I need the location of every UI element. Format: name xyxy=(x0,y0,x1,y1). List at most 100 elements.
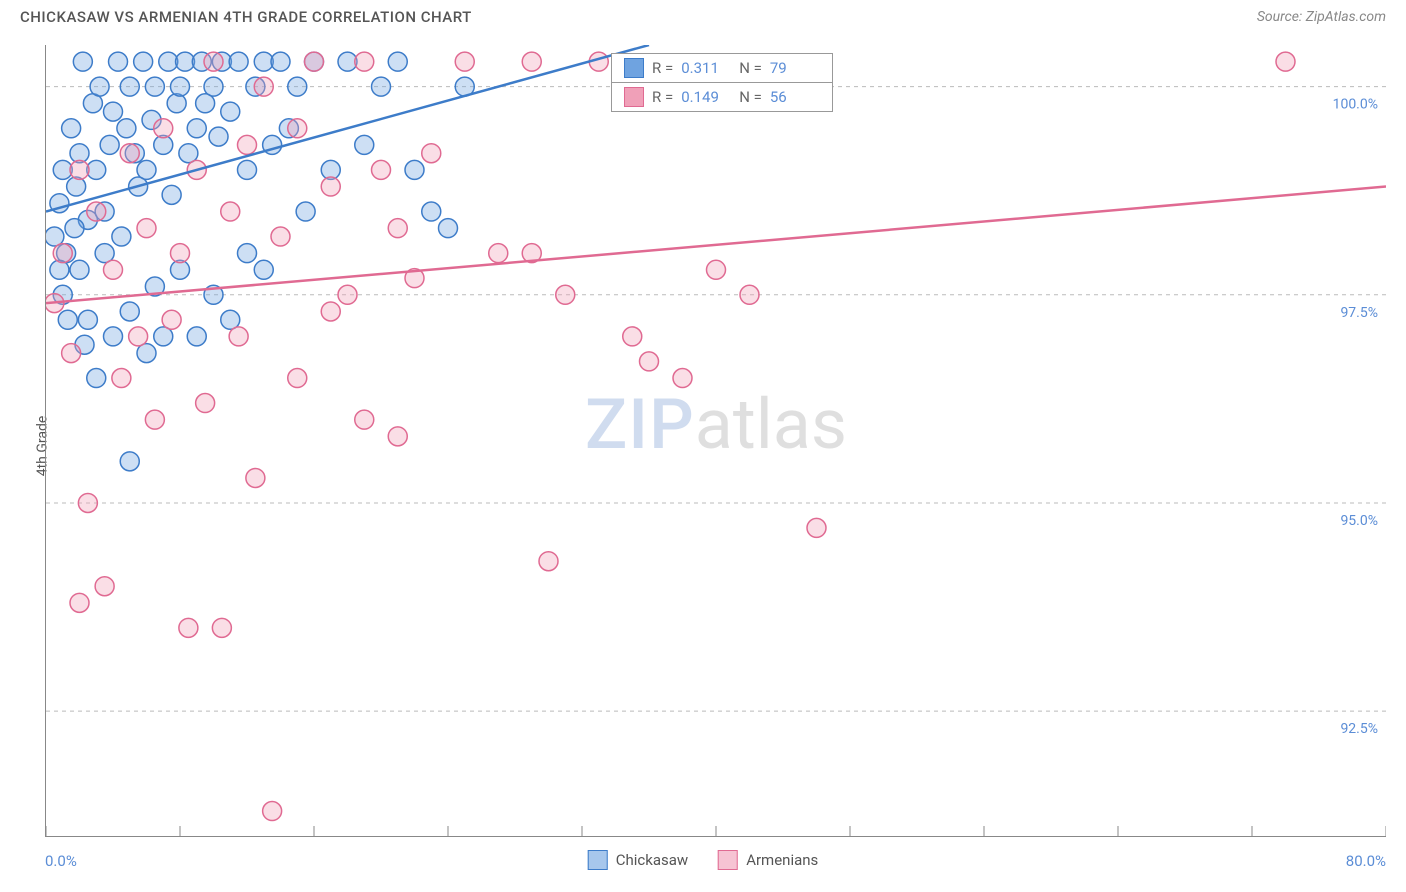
data-point xyxy=(673,369,692,388)
data-point xyxy=(104,102,123,121)
data-point xyxy=(58,310,77,329)
data-point xyxy=(145,410,164,429)
r-value: 0.311 xyxy=(681,59,731,77)
data-point xyxy=(53,244,72,263)
data-point xyxy=(129,327,148,346)
data-point xyxy=(388,219,407,238)
data-point xyxy=(439,219,458,238)
data-point xyxy=(137,219,156,238)
chart-header: CHICKASAW VS ARMENIAN 4TH GRADE CORRELAT… xyxy=(0,0,1406,34)
data-point xyxy=(154,119,173,138)
data-point xyxy=(104,327,123,346)
chart-plot-area: 92.5%95.0%97.5%100.0% R =0.311N =79R =0.… xyxy=(45,45,1386,837)
data-point xyxy=(167,94,186,113)
data-point xyxy=(67,177,86,196)
data-point xyxy=(104,260,123,279)
data-point xyxy=(221,102,240,121)
data-point xyxy=(238,244,257,263)
y-tick-label: 95.0% xyxy=(1340,513,1378,529)
x-axis-start-label: 0.0% xyxy=(45,852,77,870)
data-point xyxy=(807,518,826,537)
data-point xyxy=(187,327,206,346)
data-point xyxy=(73,52,92,71)
legend-label: Armenians xyxy=(746,851,818,869)
data-point xyxy=(109,52,128,71)
data-point xyxy=(62,344,81,363)
data-point xyxy=(539,552,558,571)
correlation-stats-box: R = 0.311 N = 79 R = 0.149 N = 56 xyxy=(611,53,833,112)
data-point xyxy=(1276,52,1295,71)
data-point xyxy=(62,119,81,138)
data-point xyxy=(338,285,357,304)
chart-title: CHICKASAW VS ARMENIAN 4TH GRADE CORRELAT… xyxy=(20,8,472,26)
data-point xyxy=(229,327,248,346)
data-point xyxy=(271,52,290,71)
data-point xyxy=(305,52,324,71)
data-point xyxy=(70,160,89,179)
data-point xyxy=(100,135,119,154)
stats-row: R =0.311N =79 xyxy=(612,54,832,83)
data-point xyxy=(321,177,340,196)
data-point xyxy=(187,119,206,138)
data-point xyxy=(196,394,215,413)
series-swatch xyxy=(624,58,644,78)
data-point xyxy=(120,302,139,321)
n-value: 56 xyxy=(770,88,820,106)
data-point xyxy=(204,52,223,71)
data-point xyxy=(70,593,89,612)
data-point xyxy=(112,369,131,388)
n-value: 79 xyxy=(770,59,820,77)
data-point xyxy=(556,285,575,304)
data-point xyxy=(221,202,240,221)
data-point xyxy=(288,77,307,96)
data-point xyxy=(87,369,106,388)
data-point xyxy=(355,135,374,154)
data-point xyxy=(204,77,223,96)
data-point xyxy=(134,52,153,71)
data-point xyxy=(271,227,290,246)
data-point xyxy=(238,160,257,179)
data-point xyxy=(522,52,541,71)
data-point xyxy=(87,202,106,221)
n-label: N = xyxy=(739,59,762,77)
legend-label: Chickasaw xyxy=(616,851,688,869)
y-tick-label: 97.5% xyxy=(1340,305,1378,321)
data-point xyxy=(263,802,282,821)
stats-row: R = 0.149 N = 56 xyxy=(612,83,832,111)
n-label: N = xyxy=(739,88,762,106)
data-point xyxy=(112,227,131,246)
y-tick-label: 100.0% xyxy=(1333,97,1378,113)
data-point xyxy=(405,160,424,179)
data-point xyxy=(707,260,726,279)
data-point xyxy=(355,52,374,71)
data-point xyxy=(120,452,139,471)
data-point xyxy=(388,427,407,446)
y-tick-label: 92.5% xyxy=(1340,721,1378,737)
legend-swatch xyxy=(718,850,738,870)
data-point xyxy=(212,618,231,637)
data-point xyxy=(422,202,441,221)
data-point xyxy=(288,119,307,138)
data-point xyxy=(623,327,642,346)
x-axis-end-label: 80.0% xyxy=(1346,852,1386,870)
data-point xyxy=(740,285,759,304)
data-point xyxy=(78,493,97,512)
data-point xyxy=(422,144,441,163)
data-point xyxy=(171,77,190,96)
data-point xyxy=(95,577,114,596)
data-point xyxy=(254,260,273,279)
data-point xyxy=(238,135,257,154)
legend-item: Chickasaw xyxy=(588,850,688,870)
data-point xyxy=(162,310,181,329)
data-point xyxy=(70,260,89,279)
data-point xyxy=(372,77,391,96)
r-value: 0.149 xyxy=(681,88,731,106)
data-point xyxy=(120,77,139,96)
data-point xyxy=(209,127,228,146)
r-label: R = xyxy=(652,88,673,106)
data-point xyxy=(65,219,84,238)
data-point xyxy=(246,468,265,487)
legend: Chickasaw Armenians xyxy=(588,850,819,870)
legend-item: Armenians xyxy=(718,850,818,870)
data-point xyxy=(321,302,340,321)
